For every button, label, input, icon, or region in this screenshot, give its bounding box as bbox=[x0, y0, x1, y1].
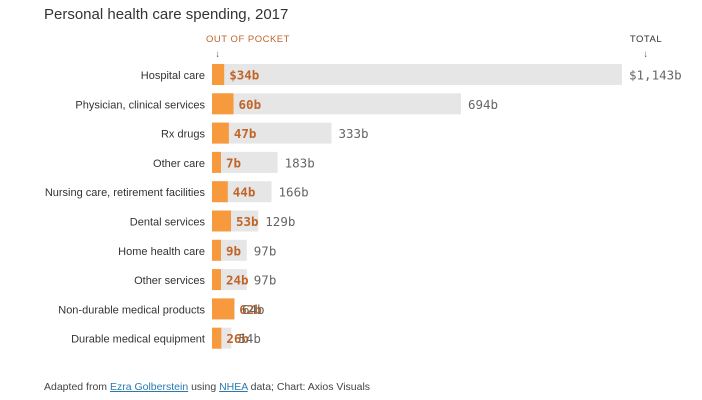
total-header: TOTAL bbox=[630, 34, 662, 45]
out-of-pocket-bar bbox=[212, 269, 221, 291]
total-bar bbox=[212, 64, 622, 85]
category-label: Other care bbox=[153, 158, 205, 170]
total-value-label: 54b bbox=[238, 331, 261, 346]
total-value-label: 97b bbox=[254, 273, 277, 288]
total-arrow-icon: ↓ bbox=[643, 49, 648, 60]
category-label: Dental services bbox=[130, 217, 206, 229]
out-of-pocket-bar bbox=[212, 181, 228, 203]
category-label: Physician, clinical services bbox=[75, 99, 205, 111]
total-value-label: 694b bbox=[468, 97, 498, 112]
out-of-pocket-header: OUT OF POCKET bbox=[206, 34, 290, 45]
footer-mid: using bbox=[188, 381, 220, 393]
footer-prefix: Adapted from bbox=[44, 381, 110, 393]
category-label: Durable medical equipment bbox=[71, 334, 205, 346]
out-of-pocket-bar bbox=[212, 210, 232, 232]
chart-title: Personal health care spending, 2017 bbox=[44, 6, 289, 23]
total-value-label: 333b bbox=[338, 126, 368, 141]
total-value-label: 129b bbox=[265, 214, 295, 229]
footer-credit: Adapted from Ezra Golberstein using NHEA… bbox=[44, 381, 370, 393]
category-label: Hospital care bbox=[141, 70, 205, 82]
category-label: Rx drugs bbox=[161, 129, 206, 141]
category-label: Home health care bbox=[118, 246, 205, 258]
out-of-pocket-value-label: 62b bbox=[239, 302, 262, 317]
out-of-pocket-value-label: 26b bbox=[226, 331, 249, 346]
out-of-pocket-bar bbox=[212, 93, 234, 115]
category-label: Nursing care, retirement facilities bbox=[45, 187, 206, 199]
out-of-pocket-value-label: $34b bbox=[229, 68, 259, 83]
total-value-label: $1,143b bbox=[629, 68, 682, 83]
out-of-pocket-bar bbox=[212, 151, 221, 173]
total-bar bbox=[212, 93, 461, 115]
out-of-pocket-value-label: 44b bbox=[233, 185, 256, 200]
total-value-label: 183b bbox=[285, 155, 315, 170]
total-bar bbox=[212, 151, 278, 173]
out-of-pocket-value-label: 7b bbox=[226, 155, 241, 170]
total-value-label: 97b bbox=[254, 243, 277, 258]
out-of-pocket-value-label: 47b bbox=[234, 126, 257, 141]
out-of-pocket-bar bbox=[212, 239, 221, 261]
out-of-pocket-arrow-icon: ↓ bbox=[215, 49, 220, 60]
total-value-label: 166b bbox=[279, 185, 309, 200]
out-of-pocket-value-label: 60b bbox=[239, 97, 262, 112]
out-of-pocket-value-label: 9b bbox=[226, 243, 241, 258]
total-value-label: 64b bbox=[242, 302, 265, 317]
out-of-pocket-bar bbox=[212, 64, 225, 85]
total-bar bbox=[212, 122, 332, 144]
out-of-pocket-bar bbox=[212, 298, 235, 320]
out-of-pocket-value-label: 53b bbox=[236, 214, 259, 229]
nhea-link[interactable]: NHEA bbox=[219, 381, 248, 393]
chart-rows: Hospital care $34b $1,143b Physician, clini… bbox=[45, 64, 682, 349]
out-of-pocket-value-label: 24b bbox=[226, 273, 249, 288]
bar-chart: OUT OF POCKET ↓ TOTAL ↓ Hospital care $34… bbox=[45, 34, 682, 349]
out-of-pocket-bar bbox=[212, 122, 229, 144]
out-of-pocket-bar bbox=[212, 327, 222, 349]
footer-suffix: data; Chart: Axios Visuals bbox=[247, 381, 371, 393]
category-label: Other services bbox=[134, 275, 205, 287]
ezra-golberstein-link[interactable]: Ezra Golberstein bbox=[109, 381, 189, 393]
category-label: Non-durable medical products bbox=[58, 304, 205, 316]
